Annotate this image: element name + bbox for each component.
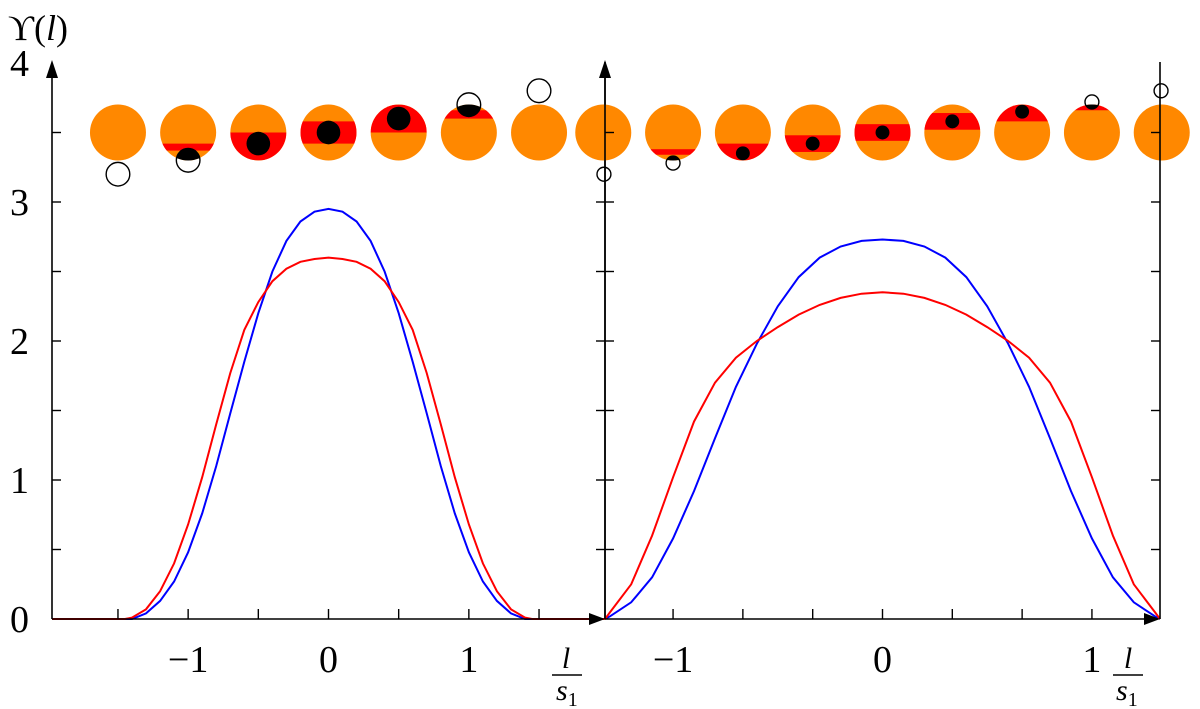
x-tick-label: −1: [168, 639, 208, 681]
planet-outline: [175, 147, 201, 173]
y-tick-label: 4: [10, 43, 29, 85]
y-tick-label: 3: [10, 182, 29, 224]
y-tick-label: 1: [10, 460, 29, 502]
curve-red: [52, 256, 605, 620]
planet-outline: [1153, 83, 1169, 99]
planet-occulting: [1084, 104, 1099, 109]
planet: [386, 106, 411, 131]
planet: [805, 136, 820, 151]
y-axis-arrow: [599, 60, 611, 78]
transit-markers-left: [89, 78, 568, 187]
star-disk: [89, 104, 146, 161]
transit-marker: [994, 104, 1051, 161]
planet-outline: [596, 166, 612, 182]
x-label-left-numerator: l: [562, 642, 570, 675]
transit-marker: [89, 104, 146, 187]
x-axis-arrow: [1144, 613, 1160, 625]
transit-markers-right: [575, 83, 1190, 182]
curve-blue: [52, 207, 605, 620]
y-axis-label: ϒ(l): [8, 8, 68, 48]
curve-red: [604, 291, 1161, 620]
transit-marker: [784, 104, 841, 161]
x-tick-label: −1: [653, 639, 693, 681]
planet: [316, 120, 341, 145]
planet: [246, 131, 271, 156]
x-axis-label-right: l s1: [1113, 642, 1143, 709]
y-tick-label: 2: [10, 321, 29, 363]
x-label-right-den-var: s: [1116, 674, 1128, 707]
y-axis-label-var: l: [46, 8, 56, 48]
planet-occulting: [176, 148, 200, 161]
x-axis-label-left: l s1: [552, 642, 582, 709]
curves-left: [52, 207, 605, 620]
curves-right: [604, 238, 1161, 620]
transit-marker: [1133, 83, 1190, 161]
curve-blue: [604, 238, 1161, 620]
x-label-left-denominator: s1: [556, 674, 578, 709]
planet-outline: [1084, 94, 1100, 110]
transit-marker: [575, 104, 632, 182]
axes-left: 0 1 2 3 4 −1 0 1: [10, 43, 606, 681]
star-disk: [575, 104, 632, 161]
star-disk: [511, 104, 568, 161]
transit-marker: [924, 104, 981, 161]
star-disk: [924, 104, 981, 161]
planet-occulting: [457, 104, 481, 117]
planet: [735, 146, 750, 161]
transit-marker: [645, 104, 702, 171]
transit-marker: [230, 104, 287, 161]
y-tick-label: 0: [10, 599, 29, 641]
occulted-band: [645, 149, 702, 155]
transit-marker: [300, 104, 357, 161]
planet: [945, 114, 960, 129]
transit-marker: [714, 104, 771, 161]
planet-outline: [526, 78, 552, 104]
star-disk: [784, 104, 841, 161]
x-tick-label: 0: [873, 639, 892, 681]
x-label-right-den-sub: 1: [1128, 689, 1138, 709]
transit-marker: [160, 104, 217, 173]
y-axis-arrow: [46, 60, 58, 78]
transit-marker: [854, 104, 911, 161]
occulted-band: [160, 143, 217, 151]
x-label-right-denominator: s1: [1116, 674, 1138, 709]
transit-marker: [511, 78, 568, 161]
x-tick-label: 1: [1082, 639, 1101, 681]
y-axis-label-close: ): [56, 8, 68, 48]
x-tick-label: 1: [459, 639, 478, 681]
transit-marker: [370, 104, 427, 161]
y-axis-label-symbol: ϒ(: [8, 8, 46, 48]
planet: [875, 125, 890, 140]
x-label-left-den-sub: 1: [568, 689, 578, 709]
planet-occulting: [666, 156, 681, 161]
x-label-right-numerator: l: [1124, 642, 1132, 675]
star-disk: [1133, 104, 1190, 161]
x-label-left-den-var: s: [556, 674, 568, 707]
planet: [1015, 104, 1030, 119]
planet-outline: [105, 161, 131, 187]
transit-marker: [1063, 94, 1120, 161]
x-axis-arrow: [589, 613, 605, 625]
star-disk: [645, 104, 702, 161]
star-disk: [1063, 104, 1120, 161]
panel-left: 0 1 2 3 4 −1 0 1: [10, 43, 606, 681]
panel-right: −1 0 1: [575, 60, 1190, 681]
x-tick-label: 0: [319, 639, 338, 681]
axes-right: −1 0 1: [599, 60, 1161, 681]
transit-marker: [440, 92, 497, 161]
